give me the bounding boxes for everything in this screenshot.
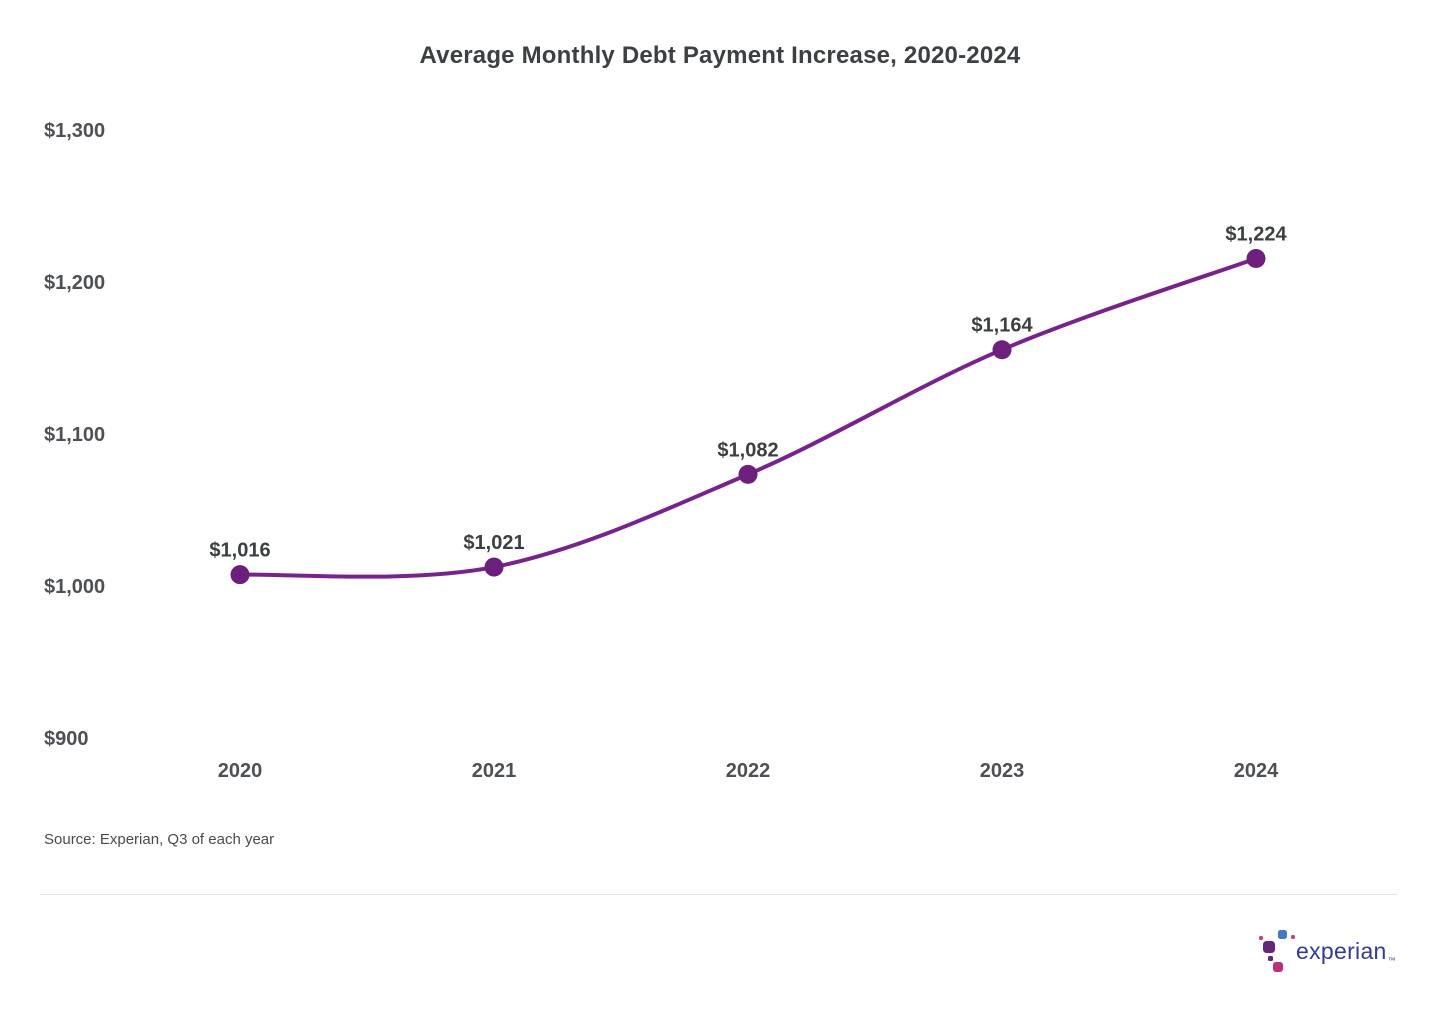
x-tick-label: 2020 [218, 760, 263, 782]
data-point-label: $1,224 [1225, 224, 1287, 246]
data-point [230, 565, 250, 585]
data-point-label: $1,164 [971, 315, 1033, 337]
source-note: Source: Experian, Q3 of each year [44, 831, 275, 848]
y-tick-label: $1,300 [44, 120, 105, 142]
logo-square-blue-icon [1278, 930, 1287, 939]
experian-logo: experian ™ [1258, 927, 1396, 975]
x-tick-label: 2023 [980, 760, 1025, 782]
data-point [1246, 249, 1266, 269]
line-chart: $900 $1,000 $1,100 $1,200 $1,300 2020 2021 2022… [44, 120, 1287, 782]
data-point-label: $1,016 [209, 540, 270, 562]
x-tick-label: 2021 [472, 760, 517, 782]
data-point-label: $1,021 [463, 532, 524, 554]
x-tick-label: 2022 [726, 760, 771, 782]
experian-wordmark: experian [1296, 937, 1387, 964]
logo-square-purple-icon [1263, 941, 1275, 953]
data-point-label: $1,082 [717, 439, 778, 461]
logo-square-magenta-icon [1273, 962, 1283, 972]
trademark-symbol: ™ [1387, 956, 1396, 965]
logo-dot-magenta-icon [1259, 936, 1263, 940]
data-point [992, 340, 1012, 360]
data-point [738, 464, 758, 484]
y-tick-label: $1,200 [44, 272, 105, 294]
x-tick-label: 2024 [1234, 760, 1279, 782]
data-line [238, 256, 1258, 579]
footer-divider [40, 894, 1397, 895]
chart-title: Average Monthly Debt Payment Increase, 2… [419, 42, 1021, 69]
logo-dot-magenta-icon [1291, 935, 1295, 939]
y-tick-label: $1,100 [44, 424, 105, 446]
experian-logo-mark-icon [1258, 927, 1295, 975]
y-tick-label: $900 [44, 728, 89, 750]
logo-dot-purple-icon [1268, 956, 1273, 961]
y-tick-label: $1,000 [44, 576, 105, 598]
data-point [484, 557, 504, 577]
